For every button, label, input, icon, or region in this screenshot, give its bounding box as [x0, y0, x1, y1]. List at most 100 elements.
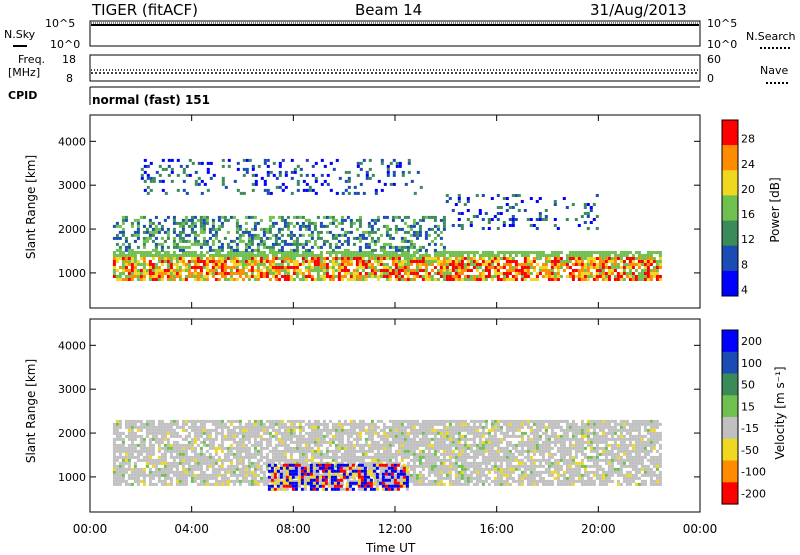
echo-cell: [323, 456, 326, 459]
echo-cell: [344, 423, 347, 426]
echo-cell: [413, 444, 416, 447]
echo-cell: [368, 426, 371, 429]
echo-cell: [476, 269, 479, 272]
echo-cell: [506, 474, 509, 477]
echo-cell: [210, 162, 213, 165]
echo-cell: [122, 251, 125, 254]
echo-cell: [185, 456, 188, 459]
echo-cell: [308, 254, 311, 257]
echo-cell: [179, 225, 182, 228]
echo-cell: [344, 219, 347, 222]
echo-cell: [341, 234, 344, 237]
echo-cell: [317, 234, 320, 237]
echo-cell: [164, 465, 167, 468]
echo-cell: [524, 420, 527, 423]
echo-cell: [236, 249, 239, 252]
echo-cell: [266, 269, 269, 272]
echo-cell: [224, 216, 227, 219]
echo-cell: [282, 183, 285, 186]
echo-cell: [251, 266, 254, 269]
echo-cell: [176, 257, 179, 260]
echo-cell: [272, 257, 275, 260]
echo-cell: [305, 456, 308, 459]
echo-cell: [362, 263, 365, 266]
echo-cell: [173, 465, 176, 468]
echo-cell: [359, 234, 362, 237]
echo-cell: [383, 243, 386, 246]
echo-cell: [527, 435, 530, 438]
echo-cell: [185, 275, 188, 278]
echo-cell: [359, 263, 362, 266]
echo-cell: [266, 441, 269, 444]
echo-cell: [146, 459, 149, 462]
echo-cell: [161, 441, 164, 444]
echo-cell: [494, 459, 497, 462]
echo-cell: [119, 447, 122, 450]
echo-cell: [200, 260, 203, 263]
echo-cell: [215, 474, 218, 477]
echo-cell: [167, 272, 170, 275]
echo-cell: [212, 474, 215, 477]
echo-cell: [392, 216, 395, 219]
echo-cell: [527, 468, 530, 471]
echo-cell: [641, 269, 644, 272]
echo-cell: [407, 246, 410, 249]
echo-cell: [377, 435, 380, 438]
echo-cell: [464, 266, 467, 269]
echo-cell: [222, 165, 225, 168]
echo-cell: [443, 471, 446, 474]
echo-cell: [614, 266, 617, 269]
echo-cell: [359, 249, 362, 252]
echo-cell: [185, 222, 188, 225]
echo-cell: [317, 447, 320, 450]
echo-cell: [366, 177, 369, 180]
echo-cell: [159, 174, 162, 177]
echo-cell: [227, 438, 230, 441]
echo-cell: [170, 429, 173, 432]
echo-cell: [212, 219, 215, 222]
echo-cell: [455, 278, 458, 281]
echo-cell: [470, 426, 473, 429]
echo-cell: [218, 254, 221, 257]
echo-cell: [425, 459, 428, 462]
echo-cell: [302, 420, 305, 423]
echo-cell: [524, 269, 527, 272]
echo-cell: [518, 269, 521, 272]
echo-cell: [275, 420, 278, 423]
echo-cell: [269, 278, 272, 281]
echo-cell: [269, 237, 272, 240]
echo-cell: [299, 441, 302, 444]
echo-cell: [170, 453, 173, 456]
echo-cell: [272, 249, 275, 252]
echo-cell: [275, 240, 278, 243]
echo-cell: [308, 435, 311, 438]
echo-cell: [503, 468, 506, 471]
echo-cell: [228, 165, 231, 168]
echo-cell: [179, 237, 182, 240]
echo-cell: [386, 450, 389, 453]
echo-cell: [539, 474, 542, 477]
echo-cell: [227, 450, 230, 453]
echo-cell: [218, 483, 221, 486]
echo-cell: [398, 450, 401, 453]
echo-cell: [147, 165, 150, 168]
echo-cell: [140, 441, 143, 444]
echo-cell: [362, 254, 365, 257]
echo-cell: [182, 456, 185, 459]
echo-cell: [302, 251, 305, 254]
echo-cell: [215, 420, 218, 423]
echo-cell: [200, 465, 203, 468]
echo-cell: [294, 168, 297, 171]
echo-cell: [542, 432, 545, 435]
echo-cell: [326, 269, 329, 272]
echo-cell: [410, 468, 413, 471]
echo-cell: [200, 480, 203, 483]
echo-cell: [332, 237, 335, 240]
echo-cell: [239, 438, 242, 441]
echo-cell: [539, 426, 542, 429]
echo-cell: [467, 423, 470, 426]
echo-cell: [296, 441, 299, 444]
echo-cell: [314, 257, 317, 260]
echo-cell: [335, 459, 338, 462]
echo-cell: [332, 272, 335, 275]
